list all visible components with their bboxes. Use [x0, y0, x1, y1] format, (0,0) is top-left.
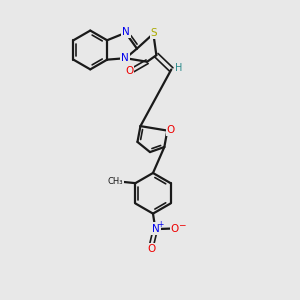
Text: CH₃: CH₃ — [107, 177, 123, 186]
Text: −: − — [178, 220, 185, 230]
Text: +: + — [158, 220, 164, 229]
Text: H: H — [175, 63, 182, 73]
Text: S: S — [151, 28, 157, 38]
Text: N: N — [122, 27, 130, 37]
Text: O: O — [147, 244, 155, 254]
Text: N: N — [152, 224, 160, 233]
Text: O: O — [171, 224, 179, 233]
Text: O: O — [125, 66, 133, 76]
Text: O: O — [167, 125, 175, 135]
Text: N: N — [121, 52, 129, 63]
